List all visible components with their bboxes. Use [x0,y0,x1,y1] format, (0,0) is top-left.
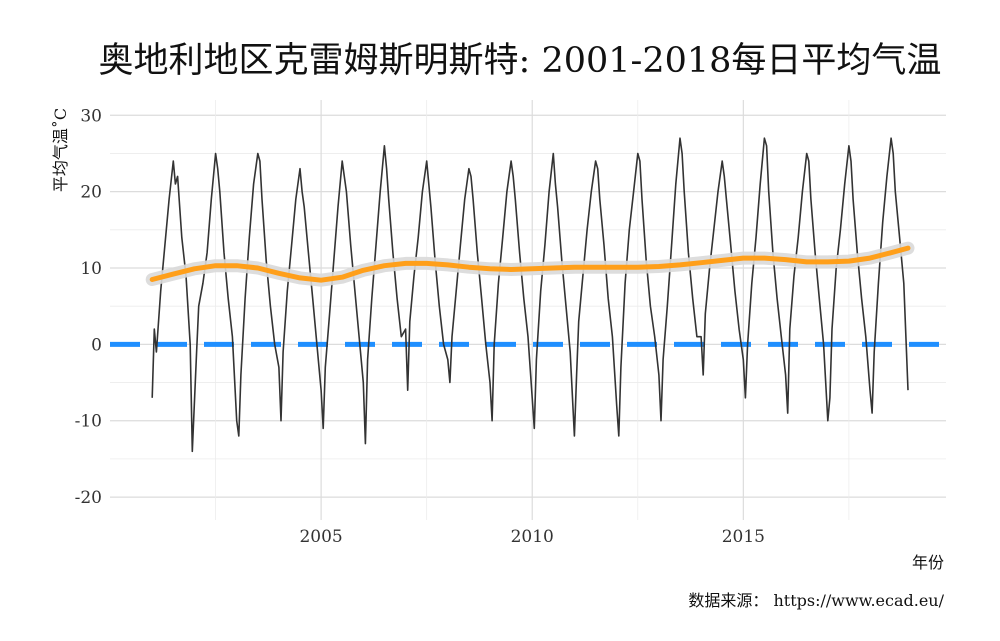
y-tick-label: 10 [80,259,102,279]
x-tick-label: 2015 [722,527,765,547]
y-axis-label: 平均气温˚C [51,108,70,192]
trend-line [149,245,911,283]
tick-labels: -20 -10 0 10 20 30 2005 2010 2015 [75,106,765,547]
y-tick-label: -10 [75,412,102,432]
daily-temperature-line [151,137,909,453]
y-tick-label: 30 [80,106,102,126]
x-tick-label: 2010 [511,527,554,547]
series-layer [145,137,915,453]
y-tick-label: -20 [75,488,102,508]
y-tick-label: 0 [91,335,102,355]
y-tick-label: 20 [80,183,102,203]
chart-title: 奥地利地区克雷姆斯明斯特: 2001-2018每日平均气温 [99,41,942,81]
x-axis-label: 年份 [912,553,944,572]
x-tick-label: 2005 [299,527,342,547]
source-caption: 数据来源： https://www.ecad.eu/ [688,591,944,610]
